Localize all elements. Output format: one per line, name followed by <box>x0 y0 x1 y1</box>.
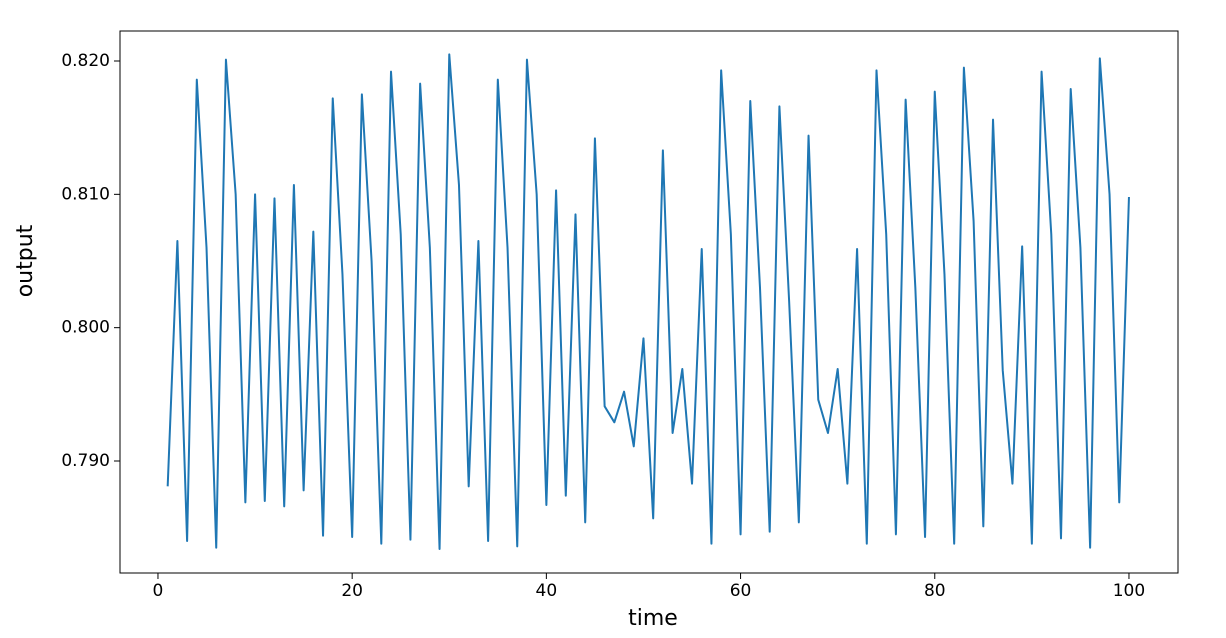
line-series <box>166 53 1130 550</box>
x-tick-label: 20 <box>341 581 363 601</box>
x-axis-title: time <box>628 606 678 631</box>
x-tick-label: 60 <box>730 581 752 601</box>
y-tick-label: 0.810 <box>61 184 110 204</box>
x-tick-label: 100 <box>1113 581 1145 601</box>
x-tick-label: 80 <box>924 581 946 601</box>
plot-frame <box>119 30 1179 574</box>
x-tick-label: 0 <box>153 581 164 601</box>
y-axis-title: output <box>13 224 38 297</box>
y-tick-label: 0.820 <box>61 51 110 71</box>
y-tick-label: 0.790 <box>61 451 110 471</box>
y-tick-label: 0.800 <box>61 318 110 338</box>
x-tick-label: 40 <box>536 581 558 601</box>
